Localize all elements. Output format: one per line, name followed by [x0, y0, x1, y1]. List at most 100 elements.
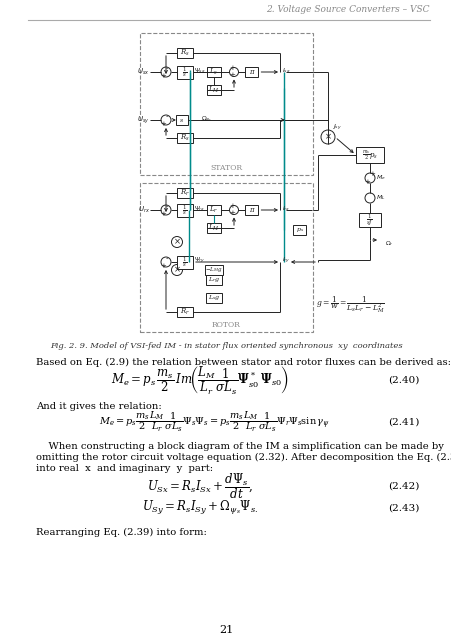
Text: $\frac{m_s}{2}p_s$: $\frac{m_s}{2}p_s$	[361, 148, 377, 162]
Text: $J_{sy}$: $J_{sy}$	[331, 123, 341, 133]
Text: (2.41): (2.41)	[388, 417, 419, 426]
Circle shape	[161, 115, 170, 125]
Text: $U_{sx}$: $U_{sx}$	[137, 67, 150, 77]
Bar	[207, 67, 221, 77]
Bar	[140, 33, 312, 175]
Bar	[245, 205, 258, 215]
Text: $L_s g$: $L_s g$	[207, 294, 220, 303]
Text: +: +	[368, 171, 374, 177]
Text: When constructing a block diagram of the IM a simplification can be made by: When constructing a block diagram of the…	[36, 442, 443, 451]
Text: (2.42): (2.42)	[388, 481, 419, 490]
Text: $I_{ry}$: $I_{ry}$	[281, 256, 290, 266]
Text: And it gives the relation:: And it gives the relation:	[36, 402, 161, 411]
Text: +: +	[229, 65, 235, 71]
Circle shape	[161, 205, 170, 215]
Bar	[358, 213, 380, 227]
Text: $L_s$: $L_s$	[209, 67, 218, 77]
Circle shape	[161, 257, 170, 267]
Text: $M_e = p_s\,\dfrac{m_s}{2}\,Im\!\left(\dfrac{L_M}{L_r}\dfrac{1}{\sigma L_s}\bold: $M_e = p_s\,\dfrac{m_s}{2}\,Im\!\left(\d…	[110, 364, 289, 396]
Circle shape	[320, 130, 334, 144]
Bar	[355, 147, 383, 163]
Text: $M_L$: $M_L$	[375, 193, 385, 202]
Text: (2.43): (2.43)	[388, 504, 419, 513]
Text: omitting the rotor circuit voltage equation (2.32). After decomposition the Eq. : omitting the rotor circuit voltage equat…	[36, 453, 451, 462]
Circle shape	[229, 67, 238, 77]
Bar	[177, 65, 193, 79]
Bar	[293, 225, 306, 235]
Bar	[177, 307, 193, 317]
Text: -: -	[166, 203, 168, 209]
Text: +: +	[229, 210, 235, 216]
Text: $\times$: $\times$	[173, 237, 180, 246]
Circle shape	[229, 205, 238, 214]
Bar	[206, 275, 221, 285]
Text: into real  x  and imaginary  y  part:: into real x and imaginary y part:	[36, 464, 213, 473]
Text: $L_M$: $L_M$	[207, 85, 220, 95]
Text: $L_r$: $L_r$	[209, 205, 218, 215]
Text: $\pi$: $\pi$	[248, 68, 255, 76]
Circle shape	[161, 67, 170, 77]
Text: $L_M$: $L_M$	[207, 223, 220, 233]
Bar	[175, 115, 188, 125]
Text: $\frac{1}{s}$: $\frac{1}{s}$	[182, 255, 187, 269]
Bar	[140, 183, 312, 332]
Bar	[177, 188, 193, 198]
Text: $L_r g$: $L_r g$	[207, 275, 220, 285]
Bar	[205, 265, 222, 275]
Text: $I_{sx}$: $I_{sx}$	[281, 67, 290, 76]
Bar	[177, 255, 193, 269]
Circle shape	[364, 173, 374, 183]
Text: ROTOR: ROTOR	[212, 321, 240, 329]
Text: (2.40): (2.40)	[388, 376, 419, 385]
Text: +: +	[229, 203, 235, 209]
Text: $R_r$: $R_r$	[179, 188, 189, 198]
Text: $\Omega_r$: $\Omega_r$	[384, 239, 393, 248]
Text: -: -	[166, 113, 168, 119]
Text: +: +	[160, 211, 166, 217]
Text: Rearranging Eq. (2.39) into form:: Rearranging Eq. (2.39) into form:	[36, 528, 207, 537]
Bar	[207, 223, 221, 233]
Bar	[245, 67, 258, 77]
Text: $g=\dfrac{1}{w}=\dfrac{1}{L_sL_r-L_M^2}$: $g=\dfrac{1}{w}=\dfrac{1}{L_sL_r-L_M^2}$	[315, 294, 384, 316]
Text: +: +	[229, 72, 235, 78]
Text: Fig. 2. 9. Model of VSI-fed IM - in stator flux oriented synchronous  xy  coordi: Fig. 2. 9. Model of VSI-fed IM - in stat…	[50, 342, 401, 350]
Text: $\Psi_{sx}$: $\Psi_{sx}$	[193, 67, 205, 76]
Text: $U_{Sy} = R_s I_{Sy} + \Omega_{\psi_s}\Psi_{s.}$: $U_{Sy} = R_s I_{Sy} + \Omega_{\psi_s}\P…	[142, 499, 258, 517]
Text: 2. Voltage Source Converters – VSC: 2. Voltage Source Converters – VSC	[266, 5, 429, 14]
Text: $\Psi_{ry}$: $\Psi_{ry}$	[193, 256, 205, 266]
Circle shape	[364, 193, 374, 203]
Text: $U_{sy}$: $U_{sy}$	[137, 115, 150, 125]
Text: $M_e = p_s\dfrac{m_s}{2}\dfrac{L_M}{L_r}\dfrac{1}{\sigma L_s}\Psi_s\Psi_s = p_s\: $M_e = p_s\dfrac{m_s}{2}\dfrac{L_M}{L_r}…	[99, 410, 330, 434]
Text: $\pi$: $\pi$	[248, 206, 255, 214]
Text: +: +	[363, 179, 369, 185]
Text: $\frac{1}{sJ}$: $\frac{1}{sJ}$	[366, 212, 373, 227]
Text: -: -	[166, 255, 168, 261]
Text: +: +	[160, 263, 166, 269]
Text: +: +	[160, 73, 166, 79]
Text: $M_e$: $M_e$	[375, 173, 385, 182]
Text: $\frac{1}{s}$: $\frac{1}{s}$	[182, 65, 187, 79]
Text: $R_s$: $R_s$	[180, 48, 189, 58]
Text: $\times$: $\times$	[173, 266, 180, 275]
Text: $U_{Sx} = R_s I_{Sx} + \dfrac{d\Psi_s}{dt},$: $U_{Sx} = R_s I_{Sx} + \dfrac{d\Psi_s}{d…	[147, 471, 253, 501]
Circle shape	[171, 264, 182, 275]
Text: $R_s$: $R_s$	[180, 133, 189, 143]
Bar	[207, 205, 221, 215]
Text: $-L_M g$: $-L_M g$	[205, 266, 222, 275]
Bar	[206, 293, 221, 303]
Text: Based on Eq. (2.9) the relation between stator and rotor fluxes can be derived a: Based on Eq. (2.9) the relation between …	[36, 358, 450, 367]
Bar	[177, 133, 193, 143]
Text: $p_s$: $p_s$	[295, 226, 304, 234]
Text: $I_{rx}$: $I_{rx}$	[281, 205, 290, 214]
Text: STATOR: STATOR	[210, 164, 242, 172]
Bar	[207, 85, 221, 95]
Text: $R_r$: $R_r$	[179, 307, 189, 317]
Text: $\times$: $\times$	[323, 132, 331, 141]
Text: +: +	[160, 121, 166, 127]
Text: $U_{rx}$: $U_{rx}$	[138, 205, 150, 215]
Text: $\Omega_{\psi_s}$: $\Omega_{\psi_s}$	[201, 115, 212, 125]
Bar	[177, 48, 193, 58]
Text: $s$: $s$	[179, 116, 184, 124]
Text: -: -	[166, 65, 168, 71]
Bar	[177, 204, 193, 216]
